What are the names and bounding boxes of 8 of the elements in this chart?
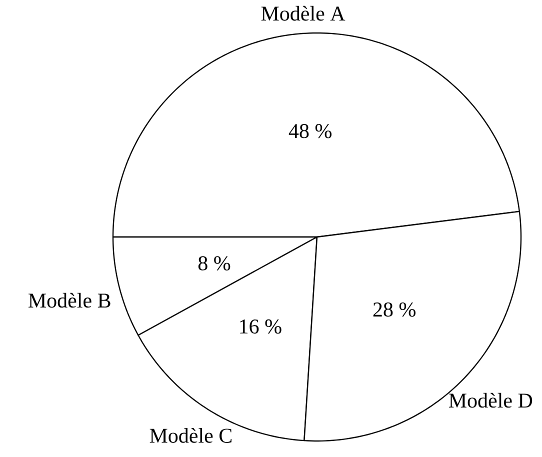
data-label: 48 % — [288, 124, 332, 138]
slice-label: Modèle C — [150, 428, 232, 443]
data-label: 16 % — [240, 319, 282, 334]
slice-label: Modèle B — [28, 292, 110, 308]
data-label: 8 % — [198, 256, 230, 270]
slice-label: Modèle D — [448, 392, 532, 408]
slice-label: Modèle A — [261, 6, 346, 21]
data-label: 28 % — [373, 302, 416, 317]
